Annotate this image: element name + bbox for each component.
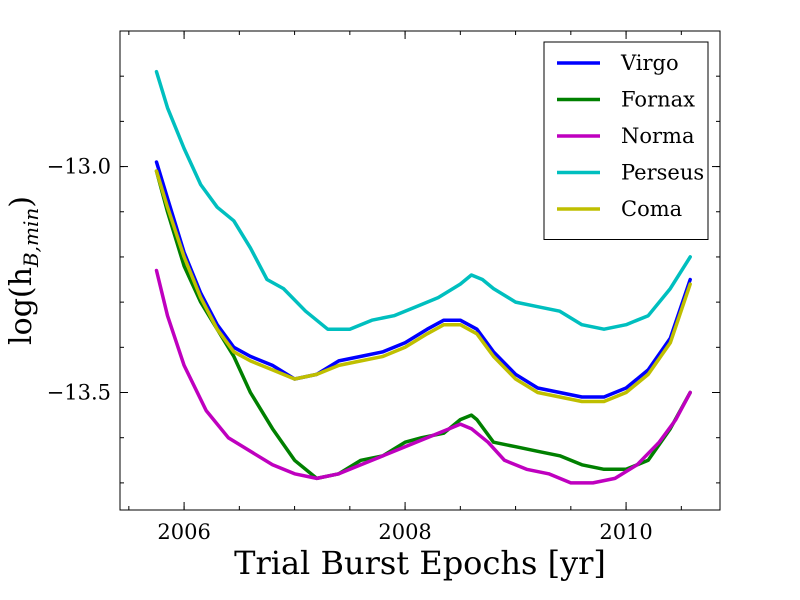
ticks-layer: 2006 2008 2010 −13.0 −13.5 [47, 30, 720, 544]
y-axis-label: log(hB,min) [4, 196, 43, 345]
series-line-coma [154, 169, 692, 404]
y-axis-label-main: log(h [4, 267, 39, 345]
y-tick-label: −13.5 [47, 381, 111, 405]
x-axis-label: Trial Burst Epochs [yr] [234, 544, 606, 582]
series-line-fornax [154, 169, 692, 481]
x-tick-label: 2010 [599, 520, 652, 544]
legend-box [543, 41, 709, 240]
series-line-perseus [154, 69, 692, 331]
x-tick-label: 2008 [378, 520, 431, 544]
y-tick-label: −13.0 [47, 155, 111, 179]
legend-label-perseus: Perseus [621, 161, 704, 185]
series-line-norma [154, 268, 692, 485]
series-layer [154, 69, 692, 485]
legend-label-fornax: Fornax [621, 88, 695, 112]
plot-frame [119, 30, 721, 511]
series-line-virgo [154, 160, 692, 399]
y-axis-label-close: ) [4, 196, 39, 208]
y-axis-label-subscript: B,min [19, 208, 43, 268]
x-tick-label: 2006 [157, 520, 210, 544]
legend-label-norma: Norma [621, 124, 695, 148]
legend-label-virgo: Virgo [620, 51, 679, 75]
legend: Virgo Fornax Norma Perseus Coma [543, 41, 709, 240]
legend-label-coma: Coma [621, 197, 682, 221]
